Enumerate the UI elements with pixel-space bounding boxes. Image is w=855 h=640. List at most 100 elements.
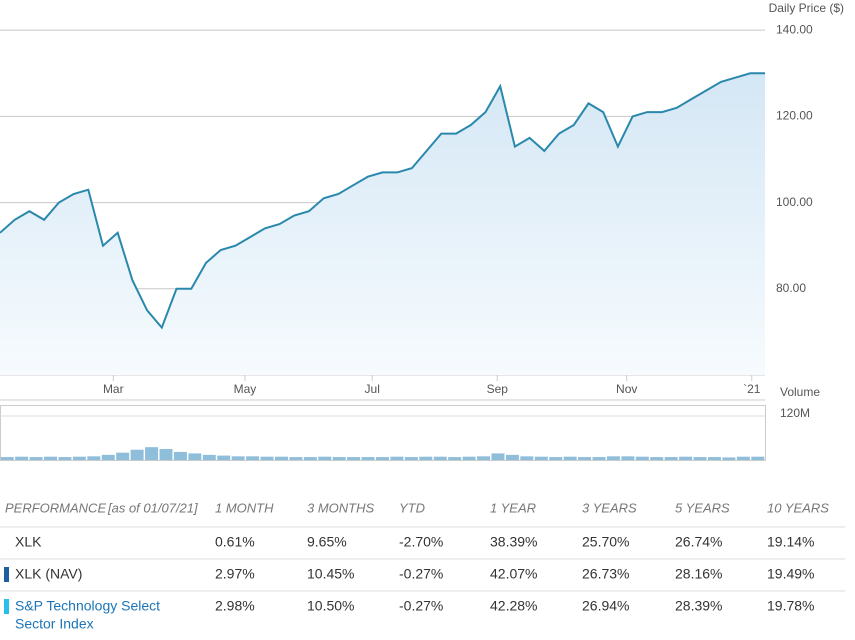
volume-bar (332, 457, 346, 460)
perf-as-of: [as of 01/07/21] (107, 500, 198, 515)
cell: 2.98% (215, 598, 255, 614)
volume-bar (592, 457, 606, 460)
volume-bar (578, 457, 592, 460)
row-label: XLK (NAV) (15, 566, 82, 582)
cell: 26.73% (582, 566, 629, 582)
cell: 26.74% (675, 534, 722, 550)
volume-bar (679, 456, 693, 460)
x-tick-label: Jul (365, 382, 380, 396)
volume-bar (231, 456, 245, 460)
y-tick-label: 100.00 (776, 195, 813, 209)
volume-bar (347, 457, 361, 460)
cell: 9.65% (307, 534, 347, 550)
volume-bar (664, 457, 678, 460)
cell: 2.97% (215, 566, 255, 582)
x-tick-label: Sep (487, 382, 509, 396)
volume-bar (505, 454, 519, 460)
cell: 25.70% (582, 534, 629, 550)
cell: 10.45% (307, 566, 354, 582)
volume-bar (246, 456, 260, 460)
volume-bar (462, 456, 476, 460)
volume-label: Volume (780, 385, 820, 399)
volume-bar (448, 457, 462, 460)
price-line (0, 72, 765, 330)
column-header: 10 YEARS (767, 500, 829, 515)
row-label: XLK (15, 534, 42, 550)
cell: 28.39% (675, 598, 722, 614)
volume-bar (260, 456, 274, 460)
row-marker (4, 567, 9, 582)
volume-bar (188, 453, 202, 460)
cell: -0.27% (399, 598, 443, 614)
volume-bar (87, 456, 101, 460)
volume-bar (274, 456, 288, 460)
volume-bar (722, 457, 736, 460)
row-marker (4, 599, 9, 614)
column-header: 3 YEARS (582, 500, 637, 515)
volume-bar (376, 457, 389, 460)
volume-bar (289, 457, 303, 460)
volume-bar (563, 456, 577, 460)
volume-bar (390, 456, 404, 460)
volume-frame (0, 405, 766, 461)
volume-bar (549, 457, 563, 460)
cell: 26.94% (582, 598, 629, 614)
volume-bar (217, 455, 231, 460)
x-tick-label: `21 (743, 382, 761, 396)
volume-tick-label: 120M (780, 406, 810, 420)
row-label-link[interactable]: Sector Index (15, 616, 94, 632)
volume-bar (145, 447, 159, 460)
volume-bar (650, 457, 664, 460)
column-header: 1 MONTH (215, 500, 274, 515)
y-axis-label: Daily Price ($) (769, 1, 844, 15)
y-tick-label: 80.00 (776, 281, 806, 295)
volume-bar (15, 456, 29, 460)
cell: 19.49% (767, 566, 814, 582)
volume-bar (751, 456, 765, 460)
volume-bar (361, 457, 375, 460)
column-header: 3 MONTHS (307, 500, 375, 515)
volume-bar (433, 456, 447, 460)
volume-bar (159, 449, 173, 460)
volume-bar (635, 456, 649, 460)
x-tick-label: Nov (616, 382, 637, 396)
cell: 10.50% (307, 598, 354, 614)
perf-title: PERFORMANCE (5, 500, 106, 515)
column-header: 5 YEARS (675, 500, 730, 515)
price-area (0, 73, 765, 376)
x-tick-label: May (234, 382, 257, 396)
volume-bar (477, 456, 491, 460)
cell: 19.78% (767, 598, 814, 614)
volume-bar (0, 457, 14, 460)
cell: 0.61% (215, 534, 255, 550)
volume-bar (606, 456, 620, 460)
volume-bar (621, 456, 635, 460)
volume-bar (116, 452, 130, 460)
column-header: YTD (399, 500, 425, 515)
volume-bar (534, 456, 548, 460)
x-tick-label: Mar (103, 382, 124, 396)
volume-bar (29, 457, 43, 460)
volume-bar (520, 456, 534, 460)
volume-bar (693, 457, 707, 460)
volume-bar (130, 449, 144, 460)
cell: -2.70% (399, 534, 443, 550)
volume-bar (173, 451, 187, 460)
cell: 19.14% (767, 534, 814, 550)
column-header: 1 YEAR (490, 500, 536, 515)
y-tick-label: 120.00 (776, 109, 813, 123)
volume-bar (318, 456, 332, 460)
volume-bar (58, 457, 72, 460)
volume-bar (404, 457, 418, 460)
volume-bar (736, 456, 750, 460)
volume-bar (707, 457, 721, 460)
volume-bar (101, 454, 115, 460)
volume-bar (72, 456, 86, 460)
volume-bar (491, 453, 505, 460)
volume-bar (44, 456, 58, 460)
cell: 28.16% (675, 566, 722, 582)
cell: 42.28% (490, 598, 537, 614)
row-label-link[interactable]: S&P Technology Select (15, 598, 160, 614)
